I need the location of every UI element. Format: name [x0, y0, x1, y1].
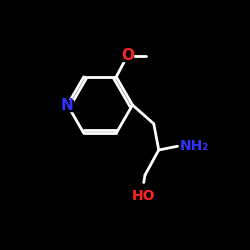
Polygon shape — [62, 100, 73, 110]
Polygon shape — [122, 50, 133, 61]
Text: N: N — [61, 98, 74, 112]
Text: HO: HO — [132, 190, 156, 203]
Text: NH₂: NH₂ — [180, 139, 209, 153]
Text: O: O — [121, 48, 134, 63]
